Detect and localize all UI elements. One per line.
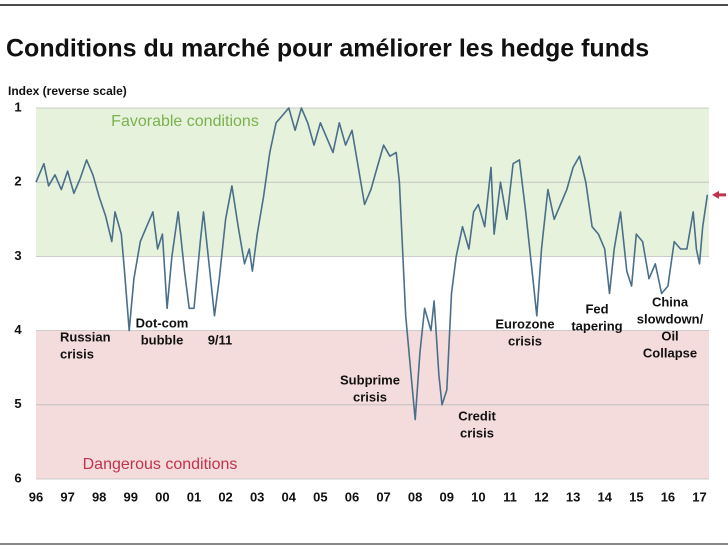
band-label: Favorable conditions: [111, 113, 259, 130]
x-tick-label: 96: [29, 489, 43, 504]
x-tick-label: 13: [566, 489, 580, 504]
x-tick-label: 99: [124, 489, 138, 504]
x-tick-label: 16: [661, 489, 675, 504]
x-tick-label: 07: [376, 489, 390, 504]
annotation: Oil: [661, 328, 678, 343]
annotation: Collapse: [643, 345, 697, 360]
x-tick-label: 03: [250, 489, 264, 504]
y-tick-label: 6: [14, 470, 21, 485]
annotation: Dot-com: [136, 315, 189, 330]
annotation: crisis: [60, 346, 94, 361]
x-tick-label: 04: [282, 489, 297, 504]
x-tick-label: 10: [471, 489, 485, 504]
y-tick-label: 3: [14, 248, 21, 263]
annotation: tapering: [571, 318, 622, 333]
y-tick-label: 5: [14, 396, 21, 411]
annotation: Russian: [60, 329, 111, 344]
annotation: crisis: [460, 425, 494, 440]
x-tick-label: 11: [503, 489, 517, 504]
annotation: bubble: [141, 332, 184, 347]
annotation: crisis: [353, 389, 387, 404]
annotation: 9/11: [208, 332, 233, 347]
x-tick-label: 06: [345, 489, 359, 504]
annotation: Fed: [585, 301, 608, 316]
annotation: crisis: [508, 333, 542, 348]
line-series: [35, 107, 709, 421]
y-tick-label: 2: [14, 174, 21, 189]
annotation: China: [652, 294, 689, 309]
chart-title: Conditions du marché pour améliorer les …: [6, 35, 649, 63]
x-tick-label: 08: [408, 489, 422, 504]
annotation: Subprime: [340, 372, 400, 387]
x-tick-label: 17: [692, 489, 706, 504]
annotation: Eurozone: [495, 316, 554, 331]
x-tick-label: 14: [597, 489, 612, 504]
y-tick-label: 1: [14, 99, 21, 114]
x-tick-label: 98: [92, 489, 106, 504]
y-tick-label: 4: [14, 322, 22, 337]
latest-marker: [712, 190, 726, 199]
x-tick-label: 02: [218, 489, 232, 504]
x-tick-label: 05: [313, 489, 327, 504]
band-label: Dangerous conditions: [83, 456, 238, 473]
x-tick-label: 12: [534, 489, 548, 504]
x-tick-label: 97: [60, 489, 74, 504]
annotation: Credit: [458, 408, 496, 423]
x-tick-label: 09: [440, 489, 454, 504]
x-tick-label: 00: [155, 489, 169, 504]
x-tick-label: 01: [187, 489, 201, 504]
annotation: slowdown/: [637, 311, 704, 326]
y-axis-label: Index (reverse scale): [8, 84, 127, 98]
x-tick-label: 15: [629, 489, 643, 504]
